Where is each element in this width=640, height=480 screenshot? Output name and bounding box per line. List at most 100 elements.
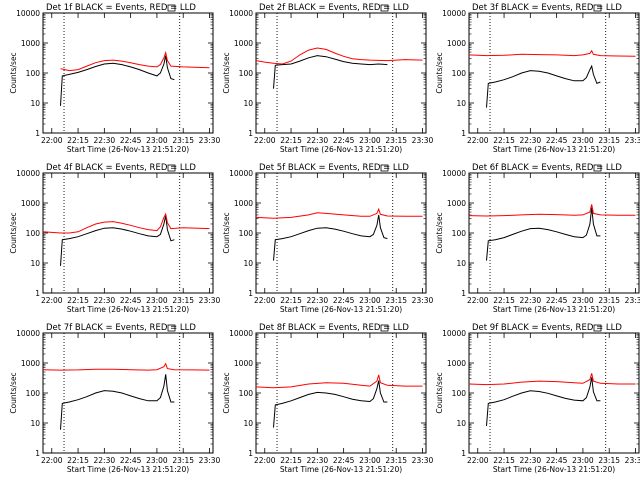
x-tick-label: 23:00 — [572, 136, 594, 145]
y-tick-label: 100 — [239, 69, 254, 78]
chart-panel-3: Det 3f BLACK = Events, RED = LLD 1 10 100 10… — [435, 3, 640, 154]
x-axis-label: Start Time (26-Nov-13 21:51:20) — [280, 305, 402, 314]
y-tick-label: 1000 — [447, 39, 466, 48]
lld-series-line — [468, 49, 636, 57]
y-axis-label: Counts/sec — [435, 212, 444, 253]
y-tick-label: 10000 — [442, 169, 466, 178]
x-tick-label: 23:30 — [412, 456, 434, 465]
x-axis-label: Start Time (26-Nov-13 21:51:20) — [67, 465, 189, 474]
x-tick-label: 23:00 — [146, 136, 168, 145]
legend-box — [593, 164, 602, 172]
y-tick-label: 1 — [248, 449, 253, 458]
y-tick-label: 10 — [243, 259, 253, 268]
y-tick-label: 1 — [35, 129, 40, 138]
legend-box — [380, 324, 389, 332]
x-tick-label: 22:30 — [94, 136, 116, 145]
x-axis-label: Start Time (26-Nov-13 21:51:20) — [67, 145, 189, 154]
plot-frame — [255, 332, 427, 454]
legend-box — [593, 324, 602, 332]
chart-panel-2: Det 2f BLACK = Events, RED = LLD 1 10 100 10… — [222, 3, 434, 154]
x-tick-label: 22:15 — [493, 136, 515, 145]
x-tick-label: 22:15 — [67, 136, 89, 145]
x-tick-label: 22:15 — [67, 296, 89, 305]
y-tick-label: 1 — [248, 129, 253, 138]
x-tick-label: 23:30 — [625, 296, 640, 305]
x-tick-label: 23:15 — [598, 456, 620, 465]
y-tick-label: 100 — [452, 229, 467, 238]
plot-frame — [42, 332, 214, 454]
y-tick-label: 10 — [30, 99, 40, 108]
x-tick-label: 22:30 — [520, 136, 542, 145]
chart-panel-1: Det 1f BLACK = Events, RED = LLD 1 10 100 10… — [9, 3, 221, 154]
y-axis-label: Counts/sec — [222, 212, 231, 253]
x-tick-label: 22:45 — [333, 136, 355, 145]
y-axis-label: Counts/sec — [9, 52, 18, 93]
y-tick-label: 10000 — [229, 169, 253, 178]
chart-title: Det 6f BLACK = Events, RED = LLD — [472, 163, 622, 173]
y-tick-label: 10000 — [229, 9, 253, 18]
x-tick-label: 22:30 — [520, 456, 542, 465]
legend-box — [380, 4, 389, 12]
y-tick-label: 1 — [35, 449, 40, 458]
y-tick-label: 10 — [456, 259, 466, 268]
plot-frame — [42, 12, 214, 134]
y-tick-label: 1000 — [21, 39, 40, 48]
x-tick-label: 22:15 — [493, 456, 515, 465]
chart-title: Det 7f BLACK = Events, RED = LLD — [46, 323, 196, 333]
events-series-line — [486, 64, 601, 108]
y-tick-label: 1000 — [234, 39, 253, 48]
y-tick-label: 1 — [248, 289, 253, 298]
x-tick-label: 23:00 — [359, 296, 381, 305]
x-axis-label: Start Time (26-Nov-13 21:51:20) — [493, 305, 615, 314]
x-tick-label: 22:45 — [546, 296, 568, 305]
legend-box — [593, 4, 602, 12]
events-series-line — [486, 207, 601, 261]
x-tick-label: 22:45 — [333, 456, 355, 465]
y-tick-label: 100 — [26, 389, 41, 398]
chart-panel-4: Det 4f BLACK = Events, RED = LLD 1 10 100 10… — [9, 163, 221, 314]
y-tick-label: 1000 — [234, 359, 253, 368]
x-tick-label: 23:00 — [359, 456, 381, 465]
x-tick-label: 22:45 — [546, 136, 568, 145]
lld-series-line — [42, 212, 210, 234]
lld-series-line — [468, 373, 636, 386]
x-tick-label: 22:00 — [41, 296, 63, 305]
x-tick-label: 22:30 — [94, 296, 116, 305]
x-tick-label: 23:30 — [625, 136, 640, 145]
x-tick-label: 22:15 — [280, 456, 302, 465]
y-tick-label: 1 — [461, 129, 466, 138]
x-tick-label: 23:00 — [146, 296, 168, 305]
y-tick-label: 100 — [239, 389, 254, 398]
y-tick-label: 1 — [461, 289, 466, 298]
x-axis-label: Start Time (26-Nov-13 21:51:20) — [493, 465, 615, 474]
y-tick-label: 1000 — [447, 359, 466, 368]
lld-series-line — [255, 207, 423, 219]
x-tick-label: 22:15 — [280, 136, 302, 145]
x-tick-label: 23:00 — [572, 296, 594, 305]
x-axis-label: Start Time (26-Nov-13 21:51:20) — [67, 305, 189, 314]
x-tick-label: 22:30 — [520, 296, 542, 305]
x-tick-label: 23:30 — [625, 456, 640, 465]
x-tick-label: 23:15 — [598, 136, 620, 145]
x-tick-label: 22:00 — [467, 136, 489, 145]
chart-title: Det 8f BLACK = Events, RED = LLD — [259, 323, 409, 333]
lld-series-line — [468, 204, 636, 217]
y-tick-label: 10 — [30, 259, 40, 268]
x-tick-label: 23:00 — [146, 456, 168, 465]
x-tick-label: 22:30 — [307, 296, 329, 305]
y-tick-label: 1 — [35, 289, 40, 298]
x-tick-label: 22:15 — [280, 296, 302, 305]
y-tick-label: 10 — [243, 99, 253, 108]
y-tick-label: 10 — [30, 419, 40, 428]
x-tick-label: 22:00 — [467, 456, 489, 465]
x-tick-label: 22:30 — [307, 456, 329, 465]
x-axis-label: Start Time (26-Nov-13 21:51:20) — [493, 145, 615, 154]
x-tick-label: 22:00 — [41, 136, 63, 145]
legend-box — [167, 4, 176, 12]
plot-frame — [468, 172, 640, 294]
lld-series-line — [42, 362, 210, 371]
events-series-line — [273, 214, 388, 261]
y-axis-label: Counts/sec — [435, 372, 444, 413]
chart-title: Det 9f BLACK = Events, RED = LLD — [472, 323, 622, 333]
x-tick-label: 23:30 — [199, 456, 221, 465]
